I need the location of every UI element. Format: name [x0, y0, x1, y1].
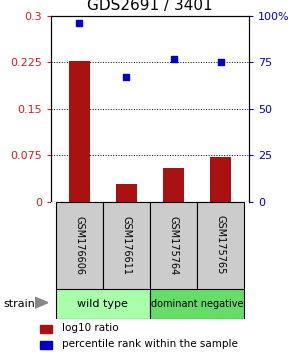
Bar — [116, 184, 137, 202]
Bar — [56, 289, 150, 319]
Point — [171, 56, 176, 62]
Polygon shape — [34, 297, 48, 308]
Text: strain: strain — [3, 299, 35, 309]
Point — [218, 59, 223, 65]
Bar — [103, 202, 150, 289]
Text: log10 ratio: log10 ratio — [61, 323, 118, 333]
Text: percentile rank within the sample: percentile rank within the sample — [61, 339, 237, 349]
Bar — [150, 202, 197, 289]
Point — [124, 74, 129, 80]
Text: wild type: wild type — [77, 298, 128, 309]
Title: GDS2691 / 3401: GDS2691 / 3401 — [87, 0, 213, 13]
Text: GSM175765: GSM175765 — [216, 216, 226, 275]
Bar — [56, 202, 103, 289]
Bar — [40, 325, 52, 333]
Point — [77, 21, 82, 26]
Bar — [197, 202, 244, 289]
Text: GSM176611: GSM176611 — [122, 216, 131, 275]
Text: dominant negative: dominant negative — [151, 298, 243, 309]
Bar — [150, 289, 244, 319]
Bar — [40, 341, 52, 349]
Bar — [210, 156, 231, 202]
Text: GSM176606: GSM176606 — [74, 216, 84, 275]
Bar — [69, 61, 90, 202]
Text: GSM175764: GSM175764 — [169, 216, 178, 275]
Bar — [163, 169, 184, 202]
